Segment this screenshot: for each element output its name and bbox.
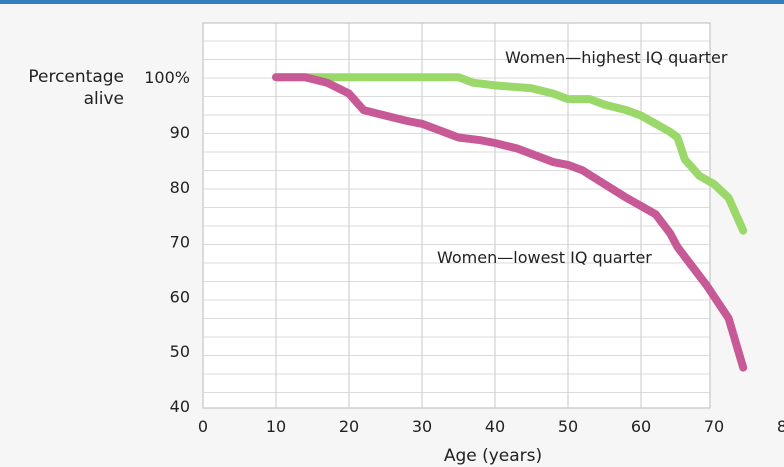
- x-tick-label: 40: [485, 417, 505, 436]
- y-tick-label: 70: [170, 233, 190, 252]
- y-axis-ticks: 40 50 60 70 80 90 100%: [144, 68, 190, 416]
- y-tick-label: 80: [170, 178, 190, 197]
- y-tick-label: 40: [170, 397, 190, 416]
- x-tick-label: 50: [558, 417, 578, 436]
- x-tick-label: 70: [704, 417, 724, 436]
- x-tick-label: 80: [777, 417, 784, 436]
- y-axis-label-line-2: alive: [84, 89, 124, 109]
- top-accent-bar: [0, 0, 784, 4]
- y-tick-label: 60: [170, 287, 190, 306]
- y-tick-label: 100%: [144, 68, 190, 87]
- series-line-highest-iq: [272, 73, 748, 235]
- grid-lines: [203, 23, 710, 408]
- x-axis-ticks: 0 10 20 30 40 50 60 70 80: [198, 417, 784, 436]
- x-axis-label: Age (years): [444, 446, 542, 466]
- x-tick-label: 60: [631, 417, 651, 436]
- y-axis-label-line-1: Percentage: [28, 67, 124, 87]
- series-line-lowest-iq: [272, 73, 748, 372]
- y-tick-label: 90: [170, 123, 190, 142]
- x-tick-label: 30: [412, 417, 432, 436]
- x-tick-label: 10: [266, 417, 286, 436]
- x-tick-label: 20: [339, 417, 359, 436]
- x-tick-label: 0: [198, 417, 208, 436]
- plot-background: [202, 22, 711, 409]
- legend-label-highest-iq: Women—highest IQ quarter: [505, 48, 728, 67]
- series-layer: [272, 73, 748, 372]
- legend-label-lowest-iq: Women—lowest IQ quarter: [437, 248, 652, 267]
- y-tick-label: 50: [170, 342, 190, 361]
